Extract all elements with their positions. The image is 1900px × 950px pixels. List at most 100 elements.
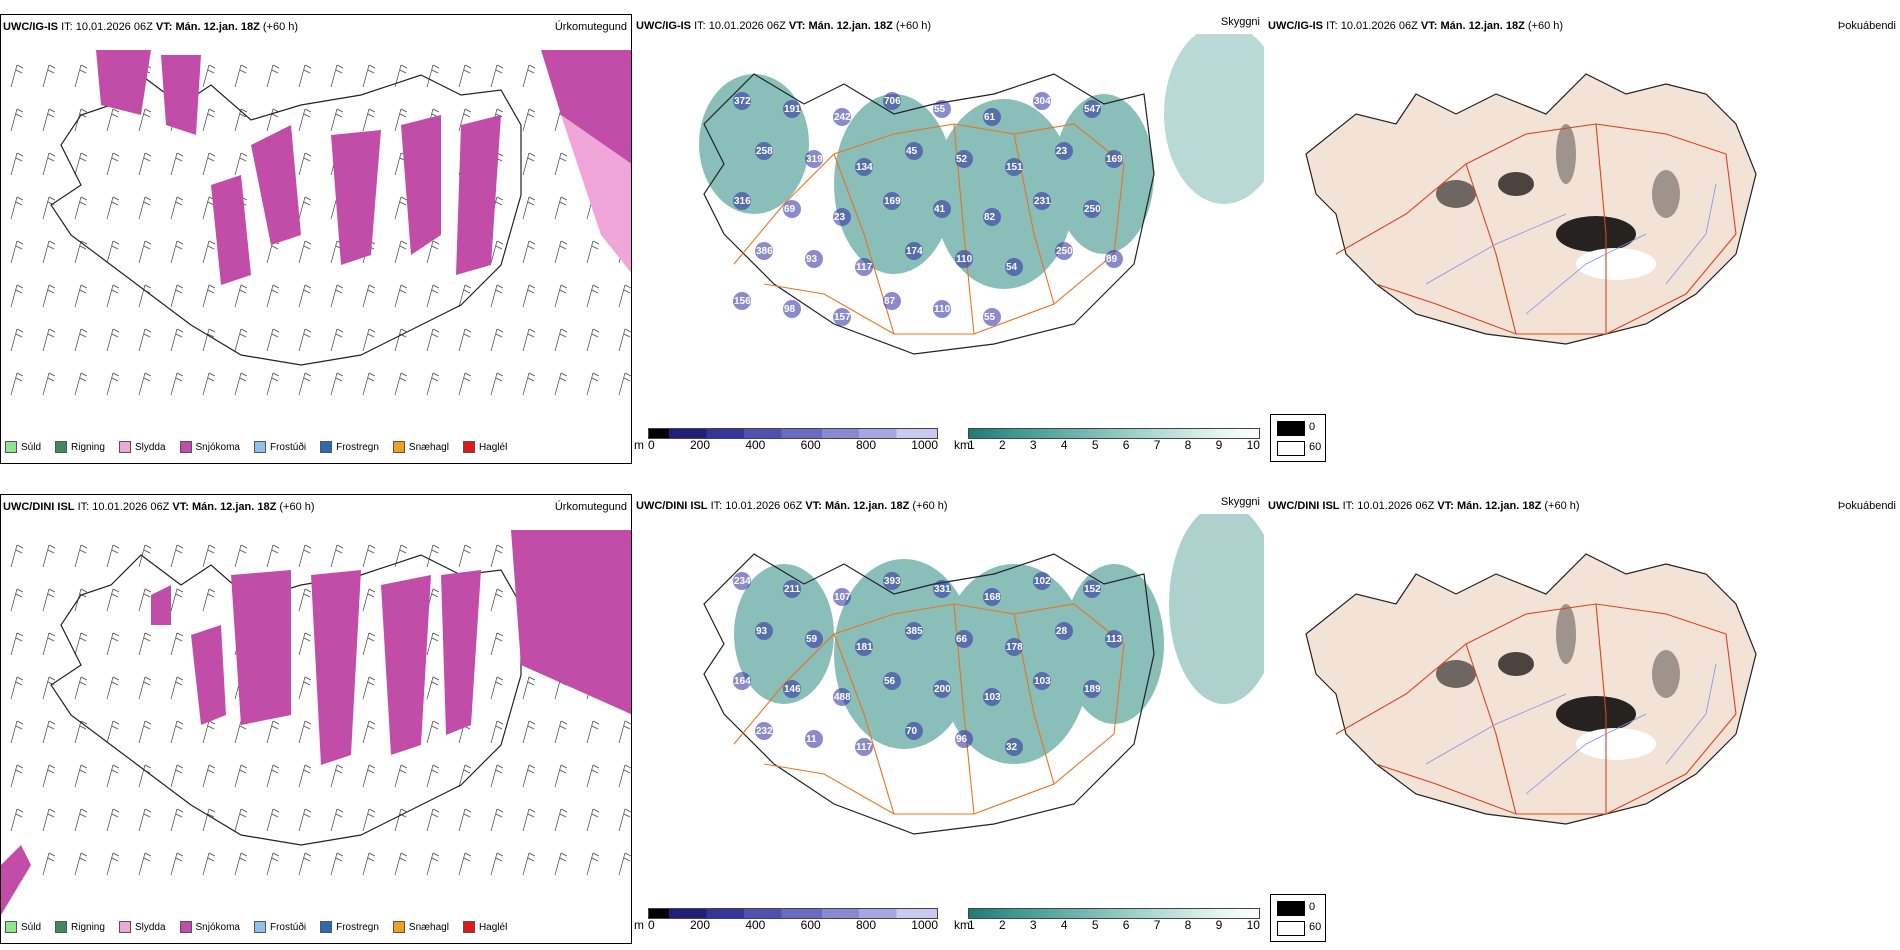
wind-barb (42, 328, 56, 352)
ceiling-value: 87 (884, 296, 896, 307)
colorbar-tick: 8 (1184, 438, 1192, 452)
wind-barb (106, 152, 120, 176)
colorbar-tick: 400 (745, 438, 766, 452)
colorbar-tick: 6 (1122, 438, 1130, 452)
fog-index-map-igis: UWC/IG-IS IT: 10.01.2026 06Z VT: Mán. 12… (1266, 14, 1900, 464)
ceiling-blob (855, 638, 873, 656)
wind-barb (10, 152, 24, 176)
iceland-outline (703, 553, 1155, 835)
wind-barb (42, 240, 56, 264)
fog-shading (1436, 604, 1680, 732)
wind-barb (266, 372, 280, 396)
ceiling-blob (955, 730, 973, 748)
wind-barb (74, 544, 88, 568)
wind-barb (298, 372, 312, 396)
wind-barb (106, 544, 120, 568)
legend-item: Snjókoma (179, 441, 240, 453)
wind-barb (362, 764, 376, 788)
ceiling-blob (933, 300, 951, 318)
ceiling-value: 386 (756, 246, 773, 257)
wind-barb (74, 240, 88, 264)
wind-barb (10, 372, 24, 396)
wind-barb (586, 284, 600, 308)
ceiling-value: 117 (856, 262, 873, 273)
wind-barb (522, 764, 536, 788)
wind-barb (138, 808, 152, 832)
wind-barb (202, 328, 216, 352)
wind-barb (298, 108, 312, 132)
wind-barb (202, 808, 216, 832)
colorbar-tick: 4 (1060, 438, 1068, 452)
wind-barb (138, 240, 152, 264)
wind-barb (138, 764, 152, 788)
wind-barb (74, 720, 88, 744)
wind-barb (202, 240, 216, 264)
wind-barb (458, 64, 472, 88)
wind-barb (266, 764, 280, 788)
wind-barb (42, 632, 56, 656)
ceiling-blob (783, 300, 801, 318)
panel-label: Úrkomutegund (554, 501, 627, 513)
wind-barb (522, 196, 536, 220)
ceiling-blob (783, 100, 801, 118)
wind-barb (362, 808, 376, 832)
ceiling-blob (1105, 630, 1123, 648)
ceiling-blob (833, 208, 851, 226)
ceiling-value: 174 (906, 246, 923, 257)
wind-barb (554, 852, 568, 876)
wind-barb (554, 372, 568, 396)
wind-barb (618, 852, 631, 876)
wind-barb (106, 372, 120, 396)
ceiling-value: 102 (1034, 576, 1051, 587)
ceiling-value: 242 (834, 112, 851, 123)
wind-barb (618, 284, 631, 308)
wind-barb (202, 544, 216, 568)
ceiling-value: 96 (956, 734, 968, 745)
wind-barb (586, 372, 600, 396)
wind-barb (394, 372, 408, 396)
wind-barb (202, 764, 216, 788)
wind-barb (362, 108, 376, 132)
ceiling-value: 103 (1034, 676, 1051, 687)
ceiling-value: 82 (984, 212, 996, 223)
ceiling-value: 547 (1084, 104, 1101, 115)
wind-barb (298, 544, 312, 568)
ceiling-value: 168 (984, 592, 1001, 603)
wind-barb (362, 588, 376, 612)
legend-swatch (118, 921, 131, 933)
snow-areas (96, 50, 631, 285)
wind-barb (522, 676, 536, 700)
wind-barb (234, 328, 248, 352)
wind-barb (522, 328, 536, 352)
wind-barb (330, 372, 344, 396)
wind-barb (138, 632, 152, 656)
ceiling-blob (955, 630, 973, 648)
wind-barb (394, 240, 408, 264)
legend-label: Snæhagl (408, 441, 449, 453)
wind-barb (170, 328, 184, 352)
colorbar-tick: 1000 (911, 918, 938, 932)
wind-barb (362, 852, 376, 876)
wind-barb (618, 720, 631, 744)
road-network (1335, 603, 1737, 815)
wind-barb (426, 764, 440, 788)
ceiling-value: 28 (1056, 626, 1068, 637)
wind-barb (10, 544, 24, 568)
colorbar-tick: 200 (689, 918, 711, 932)
ceiling-blob (855, 158, 873, 176)
ceiling-blob (905, 242, 923, 260)
wind-barb (330, 284, 344, 308)
wind-barb (106, 764, 120, 788)
wind-barb (426, 284, 440, 308)
wind-barb (42, 196, 56, 220)
ceiling-blob (933, 680, 951, 698)
wind-barb (394, 852, 408, 876)
ceiling-value: 107 (834, 592, 851, 603)
wind-barb (10, 108, 24, 132)
wind-barb (106, 284, 120, 308)
wind-barb (330, 852, 344, 876)
wind-barb (298, 588, 312, 612)
legend-item: Frostregn (320, 441, 379, 453)
wind-barb (170, 632, 184, 656)
wind-barb (202, 372, 216, 396)
